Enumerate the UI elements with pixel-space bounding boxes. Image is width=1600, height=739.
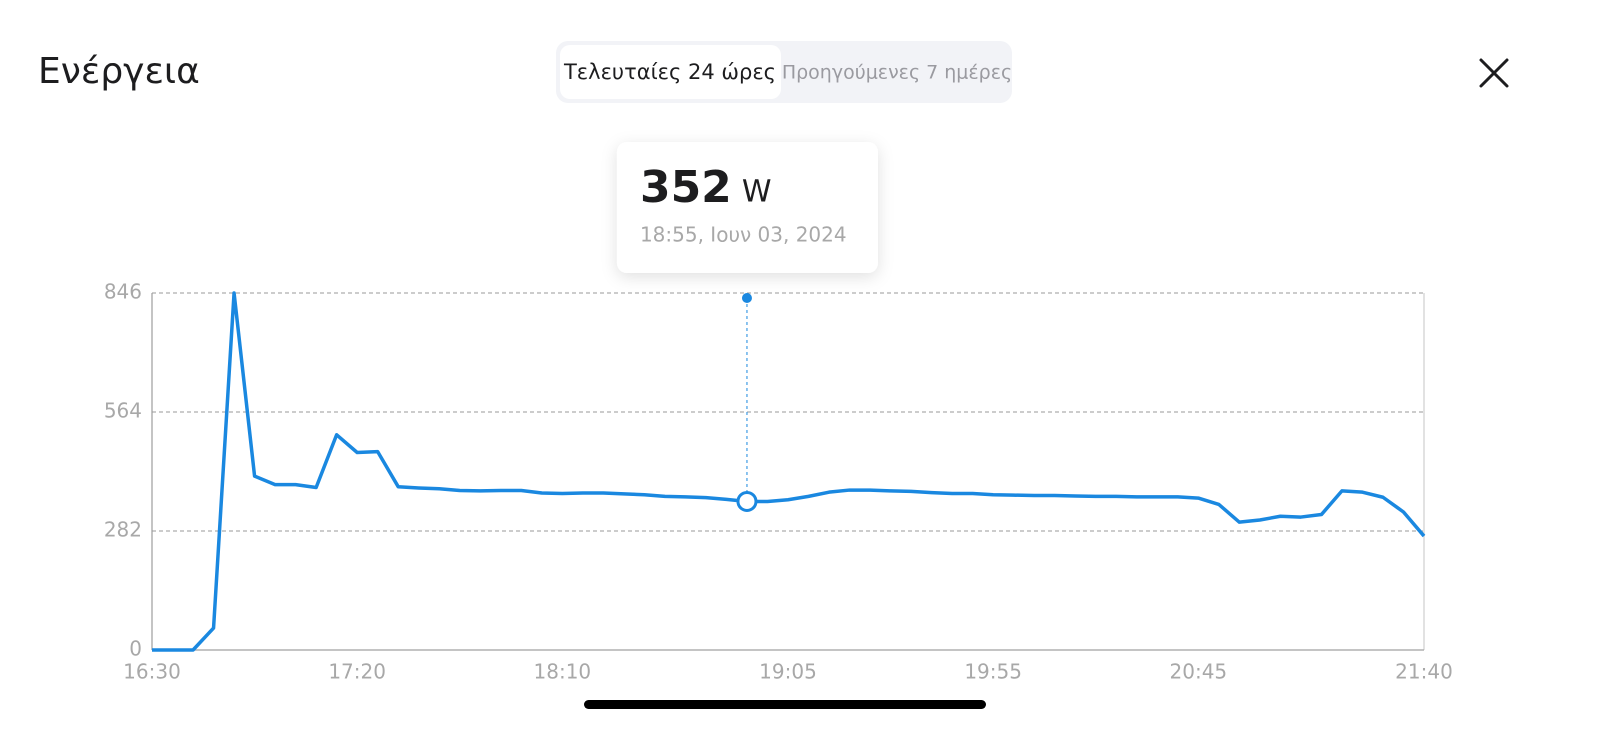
x-tick-label: 16:30 — [123, 660, 181, 684]
x-tick-label: 19:05 — [759, 660, 817, 684]
series-line — [152, 291, 1426, 652]
x-tick-label: 19:55 — [964, 660, 1022, 684]
home-indicator — [584, 700, 986, 709]
y-tick-label: 564 — [104, 399, 142, 423]
x-tick-label: 20:45 — [1170, 660, 1228, 684]
crosshair-dot — [741, 293, 752, 303]
tab[interactable]: Προηγούμενες 7 ημέρες — [782, 62, 1012, 84]
tooltip-box — [616, 142, 878, 273]
y-tick-label: 846 — [104, 280, 142, 304]
x-tick-label: 18:10 — [534, 660, 592, 684]
tooltip-time: 18:55, Ιουν 03, 2024 — [640, 223, 847, 247]
y-tick-label: 0 — [129, 637, 142, 661]
x-tick-label: 17:20 — [328, 660, 386, 684]
y-tick-label: 282 — [104, 518, 142, 542]
tab-selected-bg — [560, 45, 781, 99]
tooltip-value: 352 — [640, 162, 732, 213]
tab[interactable]: Τελευταίες 24 ώρες — [563, 60, 776, 84]
x-tick-label: 21:40 — [1395, 660, 1453, 684]
page-title: Ενέργεια — [38, 51, 200, 92]
highlight-point — [736, 490, 758, 512]
close-button[interactable] — [1479, 58, 1509, 88]
tooltip-unit: W — [742, 175, 772, 210]
